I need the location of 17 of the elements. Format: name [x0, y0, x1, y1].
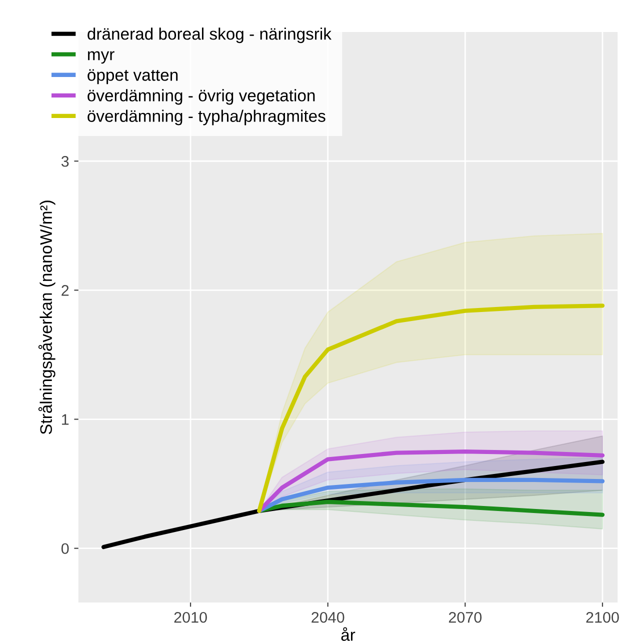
x-axis-title: år — [341, 627, 356, 641]
line-series — [257, 304, 605, 513]
y-tick-label: 1 — [62, 414, 69, 425]
legend-label: myr — [88, 51, 114, 64]
legend-label: dränerad boreal skog - näringsrik — [88, 28, 332, 44]
legend-label: öppet vatten — [88, 69, 178, 84]
x-tick-label: 2070 — [448, 612, 482, 623]
x-tick-label: 2010 — [174, 612, 207, 623]
x-tick-label: 2040 — [312, 612, 344, 623]
x-tick-label: 2100 — [586, 612, 619, 623]
line-series — [257, 500, 605, 517]
y-tick-label: 3 — [61, 156, 69, 167]
legend-label: överdämning - övrig vegetation — [88, 89, 315, 105]
legend-label: överdämning - typha/phragmites — [88, 110, 326, 126]
y-axis-title: Strålningspåverkan (nanoW/m²) — [38, 200, 56, 434]
y-tick-label: 2 — [62, 285, 69, 296]
y-tick-label: 0 — [61, 543, 69, 554]
